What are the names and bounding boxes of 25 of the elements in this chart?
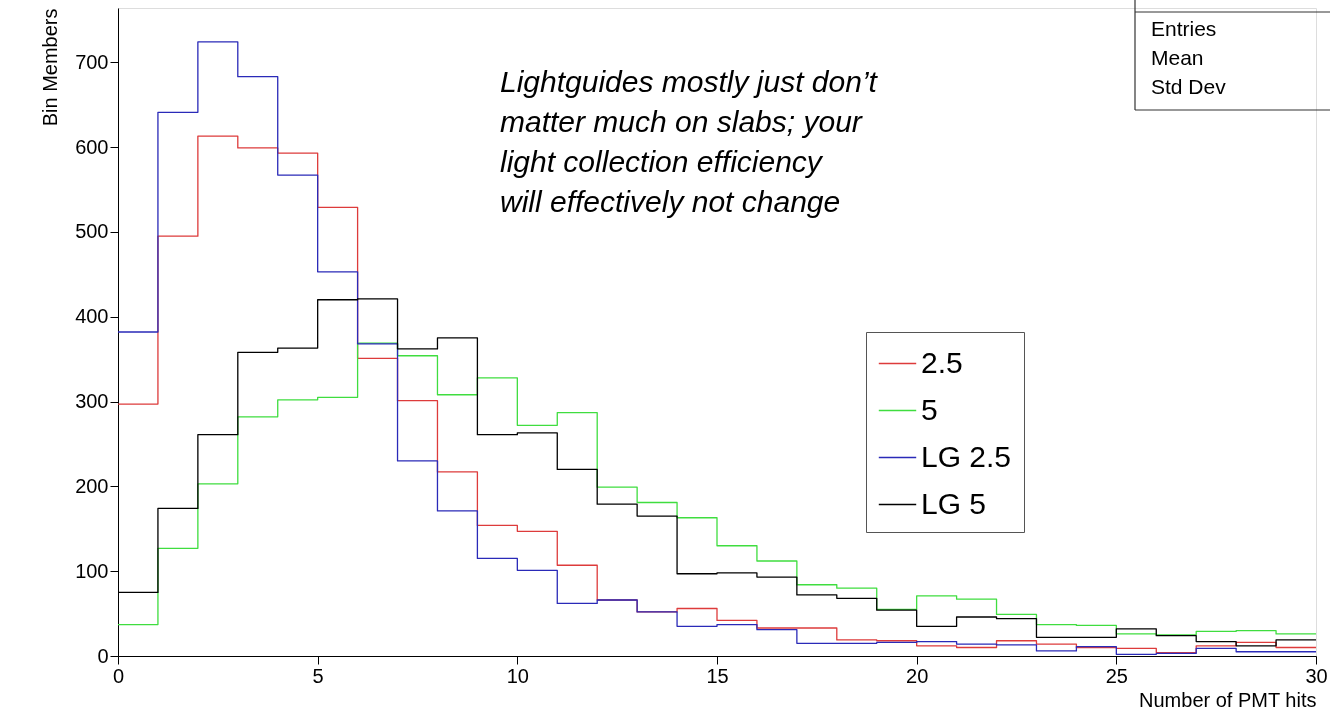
- y-tick-label: 100: [75, 559, 109, 582]
- y-tick-label: 400: [75, 305, 109, 328]
- annotation: Entries: [1151, 17, 1217, 40]
- y-tick-label: 200: [75, 474, 109, 497]
- annotation: Lightguides mostly just don’t matter much on slabs; your light collection efficiency will effectively not change: [500, 65, 879, 218]
- y-tick-label: 500: [75, 220, 109, 243]
- x-tick-label: 30: [1305, 664, 1328, 687]
- x-axis-title: Number of PMT hits: [1139, 688, 1317, 711]
- y-axis-title: Bin Members: [39, 8, 62, 127]
- x-tick-label: 5: [312, 664, 324, 687]
- annotation: Std Dev: [1151, 75, 1227, 98]
- legend-label: 2.5: [921, 345, 963, 379]
- x-tick-label: 20: [906, 664, 929, 687]
- legend-label: 5: [921, 392, 938, 426]
- legend-label: LG 2.5: [921, 439, 1012, 473]
- x-tick-label: 15: [706, 664, 729, 687]
- annotation: Mean: [1151, 46, 1204, 69]
- y-tick-label: 600: [75, 135, 109, 158]
- y-tick-label: 300: [75, 390, 109, 413]
- legend-label: LG 5: [921, 486, 987, 520]
- y-tick-label: 0: [97, 644, 109, 667]
- y-tick-label: 700: [75, 50, 109, 73]
- x-tick-label: 10: [506, 664, 529, 687]
- x-tick-label: 25: [1105, 664, 1128, 687]
- x-tick-label: 0: [112, 664, 125, 687]
